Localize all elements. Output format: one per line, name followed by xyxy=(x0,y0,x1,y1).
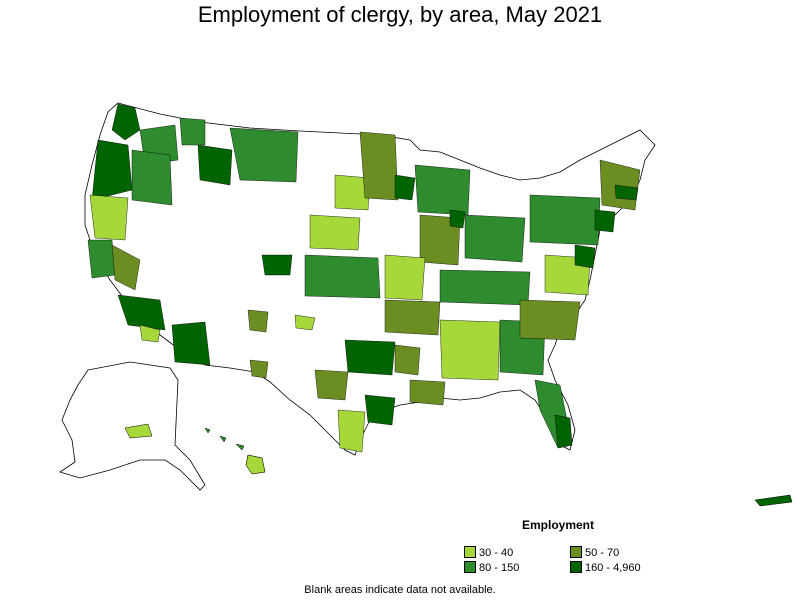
area-ne xyxy=(309,214,361,251)
area-id-boise xyxy=(197,144,233,186)
area-fl-south xyxy=(554,414,573,449)
legend-item-80-150: 80 - 150 xyxy=(464,561,519,575)
area-la xyxy=(409,379,446,406)
area-wa-seattle xyxy=(111,103,141,141)
area-nc-sc xyxy=(519,299,581,341)
alaska-area-30-40 xyxy=(124,423,153,439)
area-tn-ky xyxy=(439,269,531,306)
area-mt xyxy=(229,127,299,183)
legend-title: Employment xyxy=(522,518,595,532)
area-ar-ok xyxy=(384,299,441,336)
area-nyc xyxy=(594,209,616,233)
legend-label: 160 - 4,960 xyxy=(585,562,641,574)
area-id-north xyxy=(179,117,206,146)
legend-swatch xyxy=(570,546,582,558)
map-legend: Employment 30 - 40 50 - 70 80 - 150 160 … xyxy=(460,518,660,578)
alaska-outline xyxy=(59,361,206,491)
area-ms-al xyxy=(439,319,501,381)
area-mo xyxy=(384,254,426,301)
area-ks xyxy=(304,254,381,299)
area-tx-east xyxy=(394,344,421,376)
area-tx-houston xyxy=(364,394,396,426)
area-ca-la xyxy=(117,294,166,331)
footnote: Blank areas indicate data not available. xyxy=(304,584,496,596)
legend-swatch xyxy=(464,561,476,573)
area-co xyxy=(294,314,316,331)
area-az-phoenix xyxy=(171,321,211,366)
hawaii-big-island xyxy=(245,454,266,475)
area-pa-ny xyxy=(529,194,601,246)
area-in-oh xyxy=(464,214,526,263)
area-tx-dallas xyxy=(344,339,396,376)
area-dc-baltimore xyxy=(574,244,596,269)
legend-label: 30 - 40 xyxy=(479,547,514,559)
legend-item-160-4960: 160 - 4,960 xyxy=(570,561,641,575)
legend-label: 50 - 70 xyxy=(585,547,620,559)
legend-swatch xyxy=(464,546,476,558)
area-chicago xyxy=(449,209,466,229)
legend-item-50-70: 50 - 70 xyxy=(570,546,619,560)
legend-label: 80 - 150 xyxy=(479,562,520,574)
area-nm-south xyxy=(249,359,269,379)
area-or-central xyxy=(131,149,173,206)
puerto-rico xyxy=(754,494,793,507)
legend-item-30-40: 30 - 40 xyxy=(464,546,513,560)
area-tx-south xyxy=(337,409,366,453)
area-or-portland xyxy=(91,139,133,201)
map-title: Employment of clergy, by area, May 2021 xyxy=(197,2,603,27)
area-nm xyxy=(247,309,269,333)
area-ca-bay xyxy=(87,239,116,279)
area-ut xyxy=(261,254,293,276)
area-boston xyxy=(614,184,639,201)
area-sd xyxy=(334,174,371,211)
area-nd-mn xyxy=(359,131,399,201)
area-ca-sd xyxy=(139,324,161,343)
area-ca-north xyxy=(89,194,129,241)
area-mn-mpls xyxy=(394,174,416,201)
area-tx-west xyxy=(314,369,349,401)
area-il xyxy=(419,214,461,266)
area-wi-mi xyxy=(414,164,471,216)
area-ca-central xyxy=(111,244,141,291)
legend-swatch xyxy=(570,561,582,573)
